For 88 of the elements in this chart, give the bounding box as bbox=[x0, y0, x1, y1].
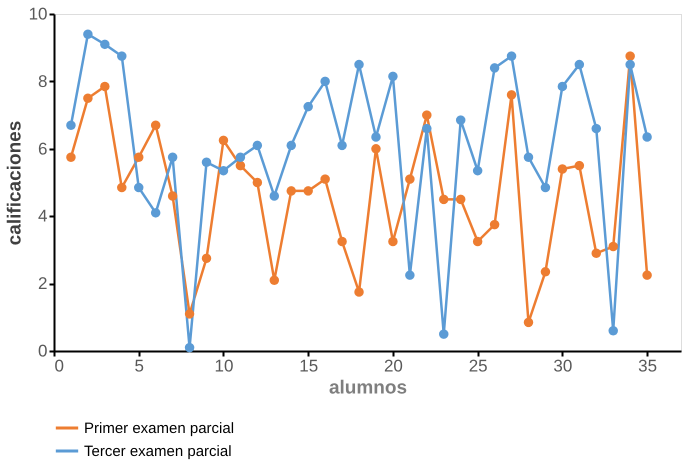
point bbox=[608, 242, 618, 252]
y-axis-title: calificaciones bbox=[4, 120, 26, 246]
point bbox=[134, 182, 144, 192]
point bbox=[456, 194, 466, 204]
x-tick-label: 5 bbox=[134, 356, 144, 376]
y-tick-label: 2 bbox=[38, 274, 48, 294]
point bbox=[472, 166, 482, 176]
point bbox=[83, 94, 93, 103]
point bbox=[642, 132, 652, 142]
x-axis-title: alumnos bbox=[328, 378, 408, 398]
point bbox=[320, 76, 330, 86]
point bbox=[558, 164, 568, 174]
point bbox=[303, 102, 313, 112]
point bbox=[439, 329, 448, 339]
point bbox=[83, 29, 93, 39]
point bbox=[303, 186, 313, 196]
point bbox=[134, 152, 144, 162]
legend-label: Tercer examen parcial bbox=[84, 443, 232, 460]
point bbox=[371, 132, 381, 142]
y-tick-label: 4 bbox=[38, 206, 48, 226]
point bbox=[642, 270, 652, 280]
point bbox=[506, 90, 516, 100]
point bbox=[422, 110, 432, 120]
point bbox=[252, 178, 262, 188]
point bbox=[540, 267, 550, 277]
x-tick-label: 35 bbox=[638, 356, 658, 376]
point bbox=[625, 51, 635, 61]
point bbox=[405, 270, 415, 280]
point bbox=[202, 158, 212, 168]
point bbox=[270, 191, 280, 201]
x-tick-label: 20 bbox=[384, 356, 403, 376]
point bbox=[168, 152, 178, 162]
point bbox=[524, 318, 534, 328]
point bbox=[456, 115, 466, 125]
y-tick-label: 6 bbox=[38, 139, 48, 158]
point bbox=[574, 160, 584, 170]
point bbox=[354, 287, 364, 297]
point bbox=[558, 82, 568, 92]
point bbox=[286, 186, 296, 196]
point bbox=[608, 326, 618, 336]
point bbox=[100, 82, 110, 92]
point bbox=[337, 236, 347, 246]
point bbox=[388, 236, 398, 246]
point bbox=[184, 309, 194, 319]
point bbox=[117, 182, 127, 192]
point bbox=[540, 182, 550, 192]
point bbox=[100, 40, 110, 50]
point bbox=[236, 152, 246, 162]
point bbox=[66, 120, 76, 130]
point bbox=[506, 51, 516, 61]
point bbox=[405, 174, 415, 184]
point bbox=[168, 191, 178, 201]
point bbox=[236, 160, 246, 170]
point bbox=[184, 342, 194, 352]
point bbox=[371, 144, 381, 154]
point bbox=[117, 51, 127, 61]
x-tick-label: 0 bbox=[54, 356, 64, 376]
point bbox=[574, 60, 584, 70]
x-tick-label: 30 bbox=[553, 356, 572, 376]
point bbox=[286, 140, 296, 150]
point bbox=[218, 136, 228, 146]
y-tick-label: 0 bbox=[38, 342, 48, 360]
y-tick-label: 8 bbox=[38, 72, 48, 91]
point bbox=[150, 208, 160, 218]
point bbox=[439, 194, 448, 204]
y-tick-label: 10 bbox=[28, 4, 48, 24]
point bbox=[270, 275, 280, 285]
x-tick-label: 25 bbox=[468, 356, 488, 376]
point bbox=[150, 120, 160, 130]
point bbox=[202, 254, 212, 264]
point bbox=[490, 63, 500, 73]
point bbox=[218, 166, 228, 176]
point bbox=[66, 152, 76, 162]
x-tick-label: 10 bbox=[214, 356, 234, 376]
point bbox=[524, 152, 534, 162]
point bbox=[337, 140, 347, 150]
point bbox=[472, 236, 482, 246]
point bbox=[252, 140, 262, 150]
x-tick-label: 15 bbox=[299, 356, 318, 376]
point bbox=[625, 60, 635, 70]
point bbox=[592, 124, 602, 134]
point bbox=[592, 248, 602, 258]
legend-label: Primer examen parcial bbox=[84, 420, 234, 437]
point bbox=[320, 174, 330, 184]
point bbox=[422, 124, 432, 134]
point bbox=[354, 60, 364, 70]
point bbox=[490, 220, 500, 230]
point bbox=[388, 72, 398, 82]
